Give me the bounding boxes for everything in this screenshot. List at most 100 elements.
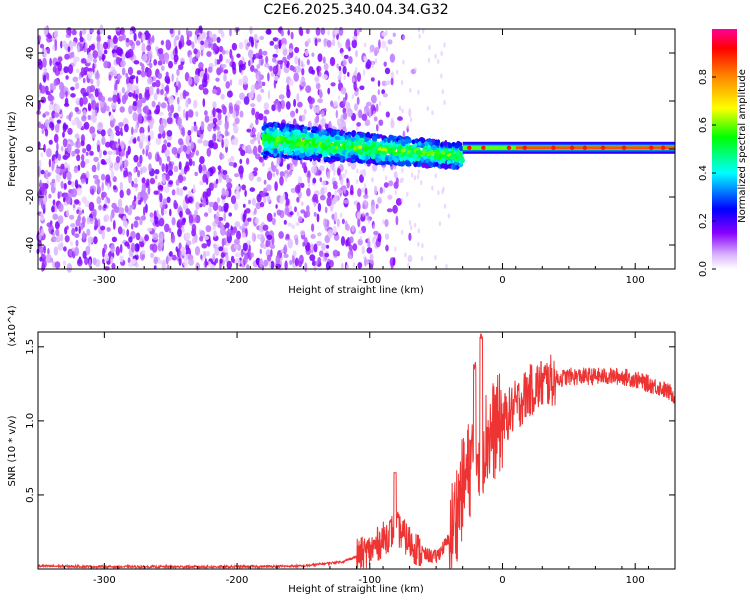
heatmap-cell bbox=[311, 128, 317, 131]
heatmap-cell bbox=[162, 198, 167, 206]
heatmap-cell bbox=[241, 184, 247, 191]
heatmap-cell bbox=[263, 150, 270, 155]
heatmap-cell bbox=[278, 94, 285, 100]
heatmap-cell bbox=[53, 112, 60, 118]
heatmap-cell bbox=[295, 237, 299, 246]
heatmap-cell bbox=[395, 69, 399, 75]
heatmap-cell bbox=[214, 246, 220, 256]
heatmap-cell bbox=[52, 66, 57, 73]
heatmap-cell bbox=[101, 192, 105, 201]
heatmap-cell bbox=[321, 109, 325, 118]
heatmap-cell bbox=[96, 144, 101, 153]
heatmap-cell bbox=[219, 152, 223, 161]
heatmap-cell bbox=[43, 245, 46, 254]
heatmap-cell bbox=[420, 256, 424, 261]
heatmap-cell bbox=[347, 71, 350, 77]
heatmap-cell bbox=[343, 199, 350, 204]
heatmap-cell bbox=[140, 189, 147, 199]
heatmap-cell bbox=[239, 173, 243, 178]
heatmap-cell bbox=[231, 42, 238, 51]
x-tick-label: 100 bbox=[626, 575, 645, 586]
heatmap-cell bbox=[57, 61, 62, 72]
heatmap-cell bbox=[359, 150, 364, 155]
heatmap-cell bbox=[272, 126, 276, 132]
heatmap-cell bbox=[323, 37, 327, 48]
heatmap-cell bbox=[202, 173, 208, 183]
heatmap-cell bbox=[408, 108, 412, 118]
heatmap-cell bbox=[351, 39, 358, 49]
heatmap-cell bbox=[248, 60, 251, 67]
heatmap-cell bbox=[285, 173, 288, 182]
heatmap-cell bbox=[284, 131, 290, 135]
heatmap-cell bbox=[281, 122, 285, 128]
heatmap-cell bbox=[137, 199, 142, 205]
heatmap-cell bbox=[261, 190, 266, 198]
heatmap-cell bbox=[279, 195, 285, 205]
heatmap-cell bbox=[120, 60, 126, 68]
heatmap-cell bbox=[231, 55, 234, 63]
heatmap-cell bbox=[92, 257, 97, 266]
heatmap-cell bbox=[263, 259, 268, 267]
heatmap-cell bbox=[104, 198, 108, 205]
heatmap-cell bbox=[207, 37, 214, 44]
heatmap-cell bbox=[287, 29, 291, 36]
heatmap-peak bbox=[582, 145, 587, 150]
heatmap-cell bbox=[270, 260, 275, 269]
heatmap-cell bbox=[296, 196, 300, 203]
heatmap-cell bbox=[356, 126, 359, 132]
heatmap-cell bbox=[314, 116, 319, 124]
heatmap-cell bbox=[192, 184, 196, 194]
heatmap-cell bbox=[418, 33, 421, 39]
heatmap-cell bbox=[76, 258, 83, 267]
heatmap-cell bbox=[245, 208, 251, 214]
heatmap-cell bbox=[80, 178, 86, 184]
heatmap-cell bbox=[214, 215, 220, 225]
heatmap-cell bbox=[36, 110, 41, 115]
heatmap-cell bbox=[407, 262, 410, 268]
heatmap-cell bbox=[326, 40, 332, 48]
heatmap-cell bbox=[390, 146, 397, 151]
heatmap-cell bbox=[97, 218, 101, 227]
heatmap-cell bbox=[105, 174, 111, 183]
heatmap-cell bbox=[229, 79, 233, 86]
heatmap-cell bbox=[178, 138, 184, 146]
heatmap-cell bbox=[234, 173, 240, 178]
heatmap-cell bbox=[181, 218, 186, 226]
heatmap-cell bbox=[381, 89, 386, 95]
heatmap-cell bbox=[431, 144, 437, 150]
heatmap-cell bbox=[313, 147, 318, 152]
heatmap-cell bbox=[87, 236, 94, 244]
heatmap-cell bbox=[147, 125, 150, 133]
heatmap-cell bbox=[177, 96, 180, 105]
heatmap-cell bbox=[369, 48, 372, 54]
heatmap-cell bbox=[112, 176, 117, 183]
heatmap-cell bbox=[151, 82, 157, 88]
heatmap-cell bbox=[72, 76, 79, 83]
heatmap-cell bbox=[184, 165, 187, 175]
heatmap-cell bbox=[255, 258, 260, 265]
heatmap-cell bbox=[155, 137, 162, 145]
heatmap-cell bbox=[220, 93, 225, 100]
heatmap-cell bbox=[139, 154, 143, 164]
heatmap-cell bbox=[431, 185, 434, 191]
heatmap-cell bbox=[220, 206, 225, 212]
heatmap-cell bbox=[348, 56, 353, 64]
heatmap-cell bbox=[401, 177, 404, 183]
heatmap-cell bbox=[323, 156, 327, 161]
heatmap-cell bbox=[265, 128, 270, 134]
heatmap-cell bbox=[212, 117, 218, 123]
heatmap-cell bbox=[275, 263, 282, 269]
heatmap-cell bbox=[273, 144, 278, 149]
y-tick-label: -20 bbox=[25, 189, 36, 205]
heatmap-cell bbox=[373, 185, 378, 196]
heatmap-cell bbox=[213, 133, 217, 142]
heatmap-cell bbox=[319, 88, 323, 99]
heatmap-cell bbox=[289, 211, 294, 216]
heatmap-cell bbox=[119, 189, 124, 199]
heatmap-cell bbox=[255, 118, 259, 125]
heatmap-cell bbox=[336, 63, 339, 69]
heatmap-cell bbox=[352, 35, 355, 41]
heatmap-cell bbox=[315, 27, 321, 36]
heatmap-cell bbox=[331, 158, 335, 163]
heatmap-cell bbox=[278, 153, 282, 158]
